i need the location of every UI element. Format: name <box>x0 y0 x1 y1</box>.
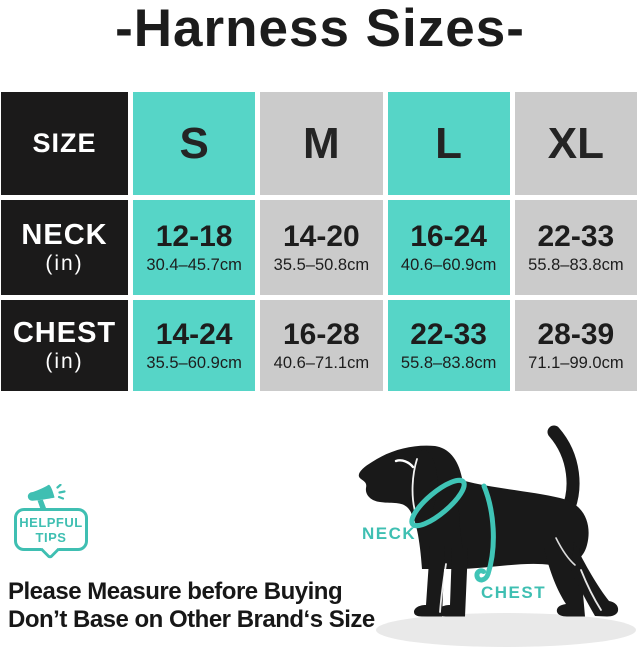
chest-value-m: 16-28 40.6–71.1cm <box>260 300 383 391</box>
column-header-s: S <box>133 92 256 195</box>
dog-shadow <box>376 613 636 647</box>
dog-illustration: NECK CHEST <box>338 418 638 651</box>
chest-label: CHEST <box>481 583 546 602</box>
neck-value-m: 14-20 35.5–50.8cm <box>260 200 383 295</box>
neck-value-l: 16-24 40.6–60.9cm <box>387 200 510 295</box>
column-header-m: M <box>260 92 383 195</box>
neck-value-xl: 22-33 55.8–83.8cm <box>514 200 637 295</box>
dog-highlight-lines <box>373 458 602 613</box>
tips-line1: HELPFUL <box>19 515 83 530</box>
measurement-bands <box>409 477 496 583</box>
column-header-xl: XL <box>514 92 637 195</box>
chest-value-xl: 28-39 71.1–99.0cm <box>514 300 637 391</box>
measure-note: Please Measure before Buying Don’t Base … <box>8 578 375 634</box>
note-line1: Please Measure before Buying <box>8 578 343 605</box>
chest-band <box>474 483 496 583</box>
tips-bubble: HELPFUL TIPS <box>14 508 88 560</box>
row-header-chest: CHEST (in) <box>1 300 128 391</box>
size-table: SIZE S M L XL NECK (in) 12-18 30.4–45.7c… <box>1 92 637 391</box>
page-title: -Harness Sizes- <box>115 0 525 58</box>
chest-value-l: 22-33 55.8–83.8cm <box>387 300 510 391</box>
neck-label: NECK <box>362 524 416 543</box>
chest-value-s: 14-24 35.5–60.9cm <box>133 300 256 391</box>
megaphone-icon <box>27 484 66 511</box>
neck-value-s: 12-18 30.4–45.7cm <box>133 200 256 295</box>
tips-line2: TIPS <box>35 530 67 545</box>
note-line2: Don’t Base on Other Brand‘s Size <box>8 606 375 633</box>
size-header-label: SIZE <box>32 128 97 158</box>
dog-measure-diagram: NECK CHEST <box>358 425 636 647</box>
dog-silhouette <box>358 425 619 617</box>
column-header-l: L <box>387 92 510 195</box>
helpful-tips-badge: HELPFUL TIPS <box>10 483 100 563</box>
row-header-neck: NECK (in) <box>1 200 128 295</box>
table-corner-cell: SIZE <box>1 92 128 195</box>
neck-band <box>409 477 467 529</box>
